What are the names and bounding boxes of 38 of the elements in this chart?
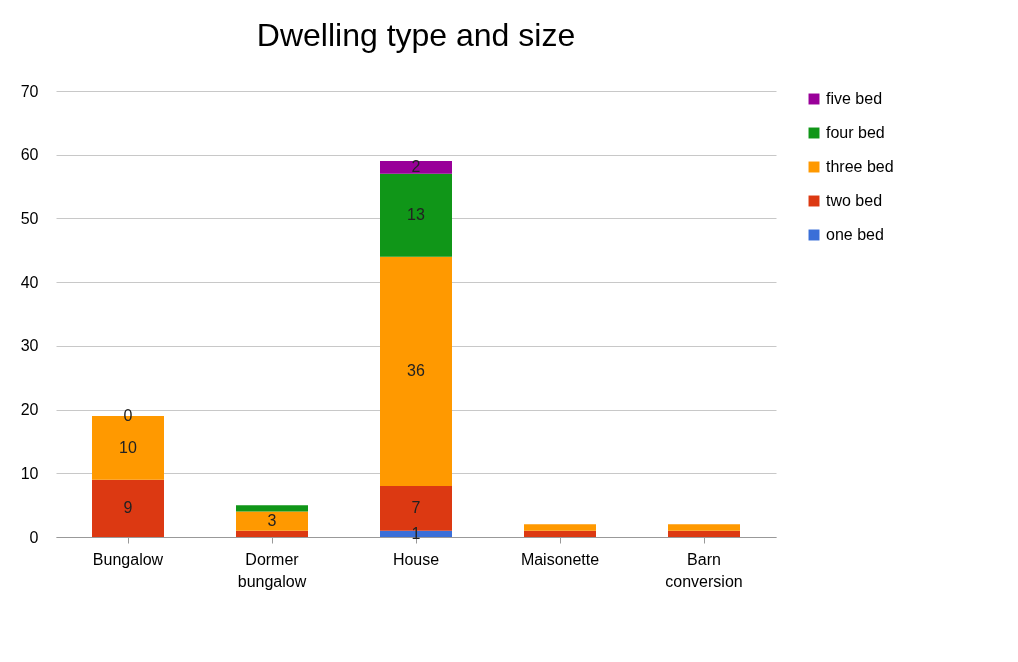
- x-tick-label: Dormer bungalow: [237, 550, 307, 590]
- bar: [524, 530, 596, 537]
- x-tick-label: Maisonette: [520, 550, 600, 568]
- y-tick-label: 10: [20, 464, 39, 482]
- bar: [668, 530, 740, 537]
- x-tick-label: Bungalow: [92, 550, 164, 568]
- chart-title: Dwelling type and size: [256, 17, 576, 53]
- data-label: 0: [123, 406, 133, 424]
- legend-label: two bed: [826, 192, 883, 209]
- bar: [668, 524, 740, 531]
- x-tick-label: House: [392, 550, 440, 568]
- bar: [236, 530, 308, 537]
- y-tick-label: 0: [29, 528, 39, 546]
- data-label: 3: [267, 512, 277, 530]
- y-tick-label: 20: [20, 401, 39, 419]
- data-label: 10: [119, 438, 137, 456]
- legend-label: three bed: [826, 158, 894, 175]
- bar: [92, 479, 164, 537]
- y-tick-label: 50: [20, 209, 39, 227]
- bar: [380, 256, 452, 487]
- data-label: 36: [407, 362, 425, 380]
- legend-label: one bed: [826, 226, 884, 243]
- data-label: 9: [123, 499, 133, 517]
- legend-label: five bed: [826, 90, 883, 107]
- data-label: 7: [411, 499, 421, 517]
- y-tick-label: 70: [20, 82, 39, 100]
- legend-label: four bed: [826, 124, 885, 141]
- y-tick-label: 30: [20, 337, 39, 355]
- y-tick-label: 40: [20, 273, 39, 291]
- data-label: 13: [407, 206, 425, 224]
- y-tick-label: 60: [20, 146, 39, 164]
- bar: [380, 161, 452, 174]
- bar: [236, 505, 308, 512]
- bar: [236, 511, 308, 531]
- bar: [524, 524, 596, 531]
- bar: [380, 173, 452, 257]
- x-tick-label: Barn conversion: [665, 550, 743, 590]
- data-label: 2: [411, 158, 421, 176]
